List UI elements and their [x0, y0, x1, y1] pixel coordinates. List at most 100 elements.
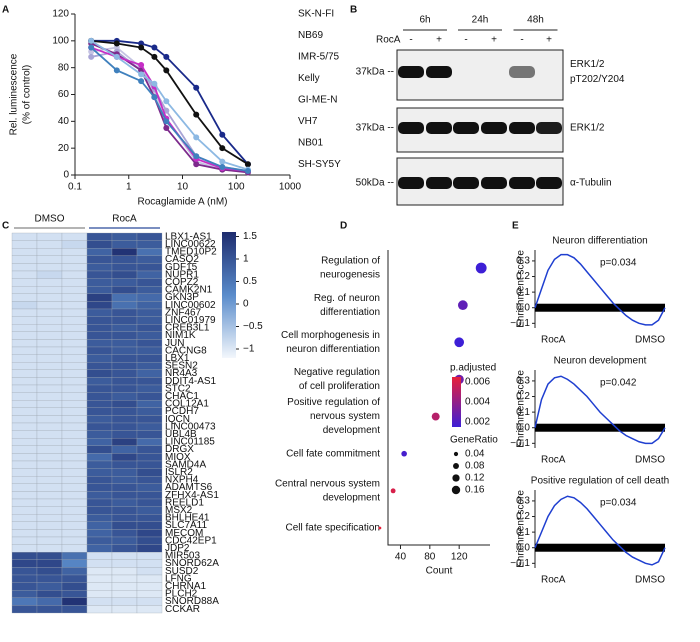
- row-label: TMED10P2: [165, 247, 217, 258]
- row-label: CCKAR: [165, 604, 200, 615]
- heatmap-cell: [11, 362, 38, 370]
- y-axis-label: Rel. luminescence: [9, 53, 20, 135]
- lane-sign: -: [520, 35, 523, 46]
- data-point: [163, 118, 170, 125]
- blot-band: [426, 177, 452, 189]
- hit-band: [535, 423, 665, 432]
- heatmap-cell: [11, 460, 38, 469]
- heatmap-cell: [36, 286, 63, 294]
- heatmap-cell: [111, 232, 138, 241]
- heatmap-cell: [111, 590, 138, 598]
- x-axis-label: Count: [426, 566, 453, 577]
- heatmap-cell: [61, 552, 88, 560]
- y-tick-label: 0.2: [516, 391, 530, 402]
- x-tick-label: 1: [126, 182, 132, 193]
- size-legend-label: 0.08: [465, 461, 485, 472]
- heatmap-cell: [11, 286, 38, 294]
- heatmap-cell: [86, 316, 113, 325]
- data-point: [113, 40, 120, 47]
- heatmap-cell: [86, 544, 113, 553]
- heatmap-cell: [136, 286, 163, 294]
- legend-label: NB69: [298, 30, 323, 41]
- heatmap-cell: [61, 468, 88, 477]
- heatmap-cell: [136, 339, 163, 348]
- heatmap-cell: [36, 491, 63, 500]
- heatmap-cell: [111, 536, 138, 545]
- heatmap-cell: [111, 498, 138, 507]
- term-label: of cell proliferation: [299, 381, 380, 392]
- color-legend: [452, 377, 461, 427]
- heatmap-cell: [61, 521, 88, 530]
- y-tick-label: 0.0: [516, 422, 530, 433]
- heatmap-cell: [36, 460, 63, 469]
- treatment-label: RocA: [376, 35, 401, 46]
- row-label: GKN3P: [165, 292, 199, 303]
- heatmap-cell: [11, 483, 38, 492]
- heatmap-cell: [61, 324, 88, 332]
- column-group-label: RocA: [112, 214, 137, 225]
- heatmap-cell: [61, 491, 88, 500]
- heatmap-cell: [86, 536, 113, 545]
- heatmap-cell: [11, 400, 38, 408]
- heatmap-cell: [86, 232, 113, 241]
- colorbar-label: −1: [243, 344, 255, 355]
- heatmap-cell: [111, 339, 138, 348]
- heatmap-cell: [86, 582, 113, 591]
- heatmap-cell: [61, 346, 88, 355]
- heatmap-cell: [61, 240, 88, 249]
- y-tick-label: 0: [63, 170, 69, 181]
- heatmap-cell: [86, 369, 113, 378]
- dot: [475, 262, 487, 274]
- blot-band: [398, 122, 424, 134]
- heatmap-cell: [36, 248, 63, 256]
- y-tick-label: 40: [58, 116, 70, 127]
- heatmap-cell: [61, 430, 88, 439]
- heatmap-cell: [61, 422, 88, 431]
- term-label: neuron differentiation: [286, 344, 380, 355]
- heatmap-cell: [86, 324, 113, 332]
- heatmap-cell: [111, 407, 138, 416]
- heatmap-cell: [11, 552, 38, 560]
- heatmap-cell: [11, 255, 38, 264]
- x-label-right: DMSO: [635, 335, 665, 346]
- heatmap-cell: [86, 476, 113, 484]
- heatmap-cell: [136, 536, 163, 545]
- blot-band: [453, 177, 479, 189]
- data-point: [219, 158, 226, 165]
- heatmap-cell: [11, 422, 38, 431]
- size-legend-label: 0.12: [465, 473, 485, 484]
- heatmap-cell: [36, 453, 63, 462]
- heatmap-cell: [36, 438, 63, 446]
- heatmap-cell: [11, 263, 38, 272]
- heatmap-cell: [61, 278, 88, 287]
- blot-band: [509, 122, 535, 134]
- heatmap-cell: [11, 536, 38, 545]
- p-value: p=0.034: [600, 258, 637, 269]
- y-tick-label: 100: [52, 35, 69, 46]
- data-point: [193, 84, 200, 91]
- y-tick-label: −0.1: [510, 318, 530, 329]
- data-point: [244, 161, 251, 168]
- column-group-label: DMSO: [35, 214, 65, 225]
- data-point: [163, 98, 170, 105]
- size-legend-dot: [453, 463, 459, 469]
- colorbar-label: 1.5: [243, 231, 257, 242]
- color-legend-label: 0.004: [465, 397, 490, 408]
- lane-sign: +: [436, 35, 442, 46]
- y-tick-label: 20: [58, 143, 70, 154]
- x-axis-label: Rocaglamide A (nM): [137, 197, 227, 208]
- heatmap-cell: [61, 506, 88, 515]
- row-label: LBX1-AS1: [165, 231, 212, 242]
- y-tick-label: 0.3: [516, 376, 530, 387]
- heatmap-cell: [111, 248, 138, 256]
- heatmap-cell: [36, 407, 63, 416]
- dot: [454, 337, 465, 348]
- heatmap-cell: [11, 248, 38, 256]
- heatmap-cell: [86, 506, 113, 515]
- heatmap-cell: [61, 400, 88, 408]
- heatmap-cell: [36, 293, 63, 302]
- heatmap-cell: [36, 369, 63, 378]
- heatmap-cell: [86, 301, 113, 310]
- heatmap-cell: [36, 498, 63, 507]
